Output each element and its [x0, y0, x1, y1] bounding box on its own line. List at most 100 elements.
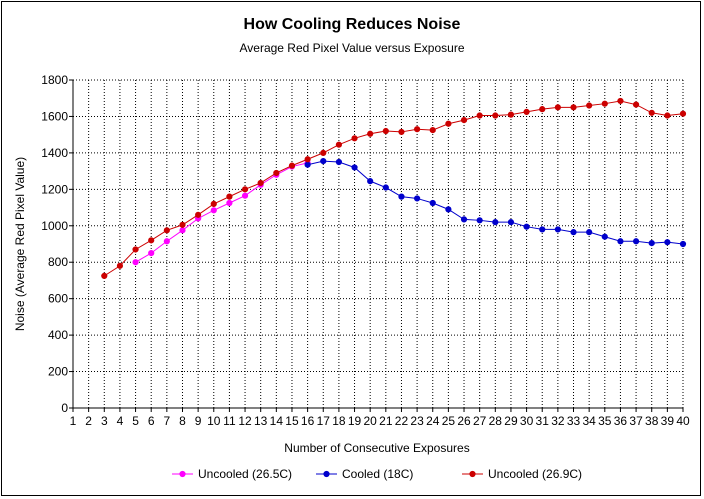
x-tick-label: 3 — [101, 414, 108, 428]
x-tick-label: 6 — [148, 414, 155, 428]
x-tick-label: 2 — [85, 414, 92, 428]
data-point — [586, 102, 593, 109]
data-point — [679, 240, 687, 248]
x-tick-label: 21 — [379, 414, 393, 428]
data-point — [101, 272, 108, 279]
data-point — [163, 238, 170, 245]
x-tick-label: 16 — [301, 414, 315, 428]
x-tick-label: 9 — [195, 414, 202, 428]
x-tick-label: 28 — [489, 414, 503, 428]
data-point — [507, 219, 515, 226]
data-point — [179, 221, 186, 228]
data-point — [664, 112, 671, 119]
y-tick-label: 1000 — [41, 219, 68, 233]
x-tick-label: 12 — [238, 414, 252, 428]
data-point — [476, 112, 483, 119]
x-tick-label: 18 — [332, 414, 346, 428]
data-point — [257, 179, 264, 187]
x-tick-label: 15 — [285, 414, 299, 428]
data-point — [554, 226, 561, 233]
x-tick-label: 11 — [223, 414, 236, 428]
x-tick-label: 24 — [426, 414, 440, 428]
x-tick-label: 1 — [70, 414, 77, 428]
legend-swatch-marker — [323, 470, 330, 478]
data-point — [148, 250, 155, 257]
x-axis-label: Number of Consecutive Exposures — [284, 441, 469, 455]
data-point — [492, 219, 499, 226]
data-point — [429, 199, 436, 207]
data-point — [132, 246, 139, 253]
data-point — [320, 149, 327, 156]
y-axis-label: Noise (Average Red Pixel Value) — [13, 157, 27, 331]
data-point — [460, 216, 468, 223]
data-point — [163, 227, 170, 234]
x-tick-label: 39 — [661, 414, 675, 428]
data-point — [335, 141, 342, 148]
y-tick-label: 1400 — [41, 146, 68, 160]
data-point — [632, 101, 640, 108]
y-tick-label: 200 — [48, 365, 68, 379]
data-point — [539, 226, 546, 233]
data-point — [148, 237, 155, 244]
data-point — [445, 120, 452, 127]
legend-swatch-marker — [469, 470, 476, 478]
data-point — [273, 169, 280, 177]
data-point — [507, 111, 515, 118]
x-tick-label: 7 — [164, 414, 171, 428]
data-point — [679, 110, 687, 117]
data-point — [382, 184, 389, 191]
x-tick-label: 10 — [207, 414, 221, 428]
data-point — [210, 200, 217, 208]
x-tick-label: 40 — [676, 414, 690, 428]
x-tick-label: 23 — [410, 414, 424, 428]
y-tick-label: 800 — [48, 255, 68, 269]
x-tick-label: 29 — [504, 414, 518, 428]
legend-entry-label: Cooled (18C) — [342, 467, 413, 481]
data-point — [617, 97, 624, 105]
series-line — [104, 100, 684, 277]
data-point — [132, 259, 139, 266]
data-point — [179, 227, 186, 234]
data-point — [570, 104, 577, 111]
y-tick-label: 1800 — [41, 73, 68, 87]
data-point — [648, 109, 655, 116]
x-tick-label: 25 — [442, 414, 456, 428]
legend-entry-label: Uncooled (26.5C) — [198, 467, 292, 481]
x-tick-label: 27 — [473, 414, 487, 428]
data-point — [304, 156, 311, 163]
data-point — [476, 217, 483, 224]
data-point — [632, 238, 640, 245]
x-tick-label: 30 — [520, 414, 534, 428]
data-point — [241, 186, 249, 193]
x-tick-label: 26 — [457, 414, 471, 428]
data-point — [492, 112, 499, 119]
x-tick-label: 33 — [567, 414, 581, 428]
data-point — [523, 108, 530, 115]
data-point — [664, 239, 671, 246]
data-point — [460, 116, 468, 124]
x-tick-label: 37 — [629, 414, 643, 428]
data-point — [601, 100, 608, 107]
data-point — [226, 199, 233, 207]
x-tick-label: 22 — [395, 414, 409, 428]
data-point — [382, 127, 389, 135]
data-point — [351, 164, 358, 171]
chart-subtitle: Average Red Pixel Value versus Exposure — [239, 41, 465, 55]
y-tick-label: 400 — [48, 328, 68, 342]
data-point — [304, 161, 311, 168]
data-point — [429, 127, 436, 134]
data-point — [414, 195, 421, 202]
data-point — [601, 233, 608, 240]
legend-entry-label: Uncooled (26.9C) — [488, 467, 582, 481]
data-point — [116, 262, 124, 269]
data-point — [398, 128, 405, 136]
data-point — [367, 130, 374, 137]
data-point — [586, 229, 593, 236]
y-tick-label: 600 — [48, 292, 68, 306]
data-point — [648, 239, 655, 247]
x-tick-label: 32 — [551, 414, 565, 428]
legend-swatch-marker — [179, 470, 186, 478]
x-tick-label: 4 — [117, 414, 124, 428]
